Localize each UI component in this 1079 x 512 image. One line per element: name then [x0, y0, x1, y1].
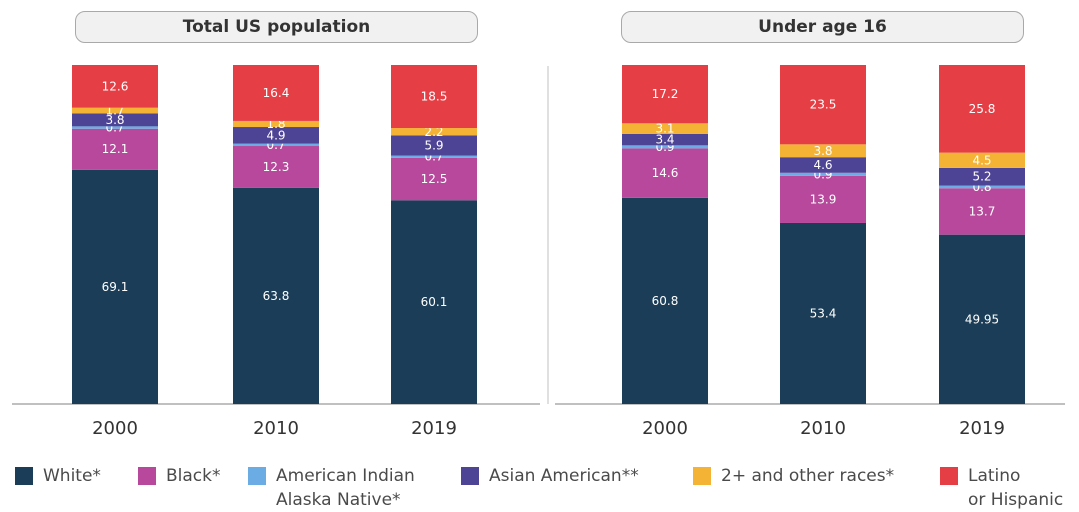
- bar-segment-black: [939, 188, 1025, 235]
- data-label: 13.9: [810, 192, 837, 206]
- x-tick-label: 2000: [92, 418, 138, 439]
- data-label: 18.5: [421, 90, 448, 104]
- legend-swatch-american-indian: [248, 467, 266, 485]
- legend-swatch-white: [15, 467, 33, 485]
- bar-segment-white: [622, 197, 708, 404]
- bar-segment-black: [233, 146, 319, 188]
- bar-segment-other-races: [780, 144, 866, 158]
- data-label: 3.8: [813, 144, 832, 158]
- bar-segment-asian-american: [233, 127, 319, 144]
- bar-segment-asian-american: [780, 157, 866, 173]
- bar-segment-other-races: [622, 123, 708, 134]
- bar-segment-black: [780, 175, 866, 223]
- data-label: 69.1: [102, 280, 129, 294]
- legend: White* Black* American Indian Alaska Nati…: [15, 464, 1079, 512]
- bar-segment-black: [72, 128, 158, 170]
- bar-segment-american-indian: [939, 185, 1025, 189]
- bar-segment-latino: [233, 65, 319, 121]
- bar-segment-latino: [391, 65, 477, 129]
- bar-segment-other-races: [233, 120, 319, 128]
- data-label: 14.6: [652, 166, 679, 180]
- data-label: 13.7: [969, 204, 996, 218]
- legend-swatch-latino: [940, 467, 958, 485]
- bar-segment-latino: [72, 65, 158, 108]
- legend-label: Asian American**: [489, 466, 639, 486]
- bar-segment-black: [391, 157, 477, 201]
- data-label: 5.9: [424, 139, 443, 153]
- bar-segment-american-indian: [72, 126, 158, 129]
- bar-segment-asian-american: [939, 167, 1025, 186]
- bar-segment-white: [780, 222, 866, 404]
- legend-label: 2+ and other races*: [721, 466, 895, 486]
- data-label: 12.3: [263, 160, 290, 174]
- data-label: 23.5: [810, 98, 837, 112]
- legend-swatch-other-races: [693, 467, 711, 485]
- data-label: 60.1: [421, 295, 448, 309]
- legend-swatch-asian-american: [461, 467, 479, 485]
- panel-title-under-16: Under age 16: [621, 11, 1024, 43]
- legend-label: American Indian Alaska Native*: [276, 466, 415, 510]
- x-tick-label: 2019: [959, 418, 1005, 439]
- data-label: 12.6: [102, 79, 129, 93]
- data-label: 5.2: [972, 170, 991, 184]
- data-label: 4.5: [972, 153, 991, 167]
- data-label: 17.2: [652, 87, 679, 101]
- panel-title-total: Total US population: [75, 11, 478, 43]
- x-tick-label: 2010: [253, 418, 299, 439]
- bar-segment-white: [391, 200, 477, 404]
- x-tick-label: 2019: [411, 418, 457, 439]
- data-label: 4.9: [266, 128, 285, 142]
- data-label: 12.1: [102, 142, 129, 156]
- data-label: 53.4: [810, 306, 837, 320]
- bar-segment-latino: [780, 65, 866, 145]
- bar-segment-latino: [939, 65, 1025, 153]
- data-label: 25.8: [969, 102, 996, 116]
- legend-label: Black*: [166, 466, 221, 486]
- bar-segment-american-indian: [622, 145, 708, 149]
- bar-segment-american-indian: [391, 155, 477, 158]
- bar-segment-american-indian: [780, 172, 866, 176]
- x-tick-label: 2010: [800, 418, 846, 439]
- bar-segment-latino: [622, 65, 708, 124]
- legend-swatch-black: [138, 467, 156, 485]
- bar-segment-asian-american: [622, 133, 708, 146]
- bar-segment-asian-american: [72, 113, 158, 127]
- bar-segment-black: [622, 148, 708, 198]
- data-label: 16.4: [263, 86, 290, 100]
- data-label: 60.8: [652, 294, 679, 308]
- bar-segment-american-indian: [233, 143, 319, 147]
- data-label: 4.6: [813, 158, 832, 172]
- data-label: 63.8: [263, 289, 290, 303]
- data-label: 3.4: [655, 133, 674, 147]
- data-label: 12.5: [421, 172, 448, 186]
- legend-label: White*: [43, 466, 101, 486]
- x-tick-label: 2000: [642, 418, 688, 439]
- bar-segment-other-races: [939, 152, 1025, 168]
- legend-label: Latino or Hispanic: [968, 466, 1064, 510]
- bar-segment-other-races: [391, 128, 477, 136]
- data-label: 49.95: [965, 312, 999, 326]
- bar-segment-asian-american: [391, 135, 477, 156]
- data-label: 3.8: [105, 113, 124, 127]
- bar-segment-white: [939, 234, 1025, 404]
- data-label: 3.1: [655, 122, 674, 136]
- bar-segment-other-races: [72, 107, 158, 114]
- data-label: 2.2: [424, 125, 443, 139]
- bar-segment-white: [233, 187, 319, 404]
- bar-segment-white: [72, 169, 158, 404]
